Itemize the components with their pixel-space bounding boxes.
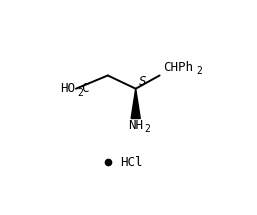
Polygon shape [131,89,140,118]
Text: NH: NH [128,119,143,132]
Text: 2: 2 [77,88,83,98]
Text: S: S [139,75,146,88]
Text: CHPh: CHPh [164,61,194,74]
Text: HO: HO [60,82,75,95]
Text: 2: 2 [144,124,150,134]
Text: HCl: HCl [120,156,142,169]
Text: C: C [81,82,88,95]
Text: 2: 2 [196,66,202,76]
